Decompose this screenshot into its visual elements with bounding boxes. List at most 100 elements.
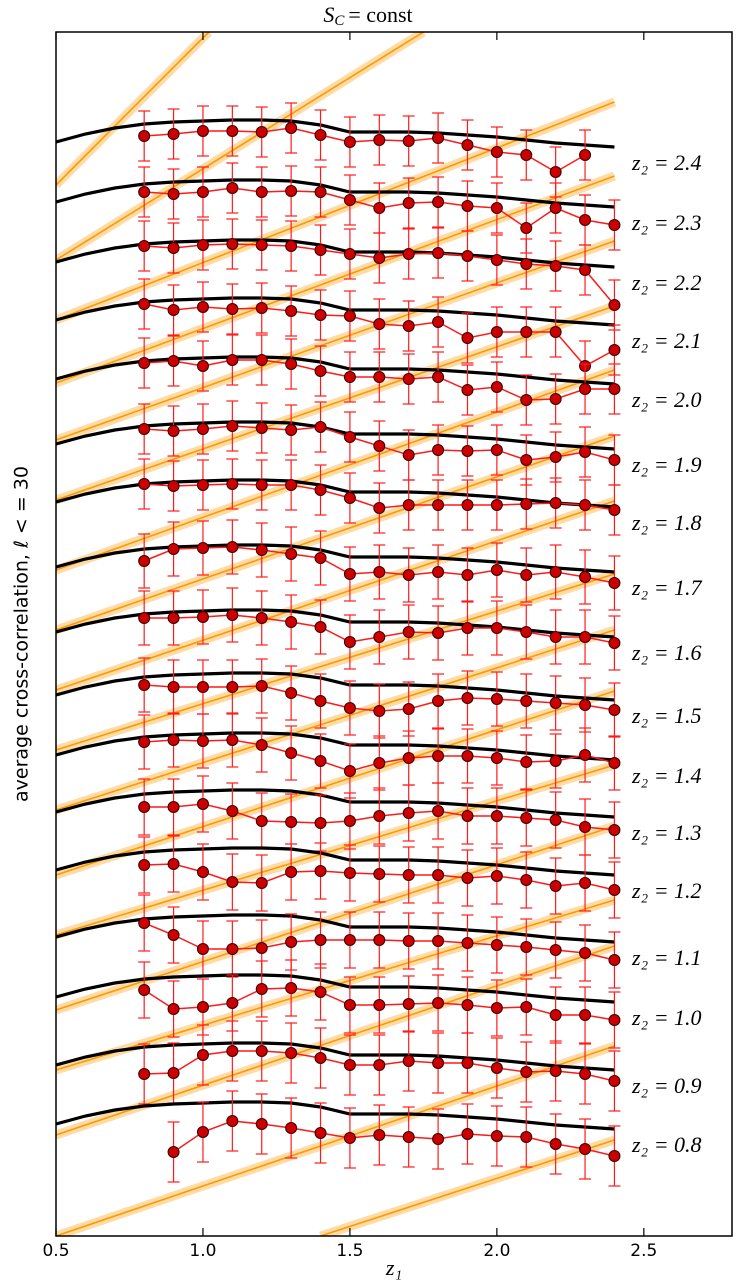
data-point (549, 393, 562, 405)
data-point (432, 750, 445, 762)
data-point (343, 568, 356, 580)
data-point (138, 423, 151, 435)
data-point (608, 704, 621, 716)
data-point (432, 316, 445, 328)
data-point (402, 935, 415, 947)
data-point (314, 244, 327, 256)
data-point (226, 609, 239, 621)
series-label: z₂ = 1.9 (631, 452, 702, 477)
data-point (608, 577, 621, 589)
data-point (226, 681, 239, 693)
data-point (255, 544, 268, 556)
data-point (432, 1133, 445, 1145)
data-point (285, 479, 298, 491)
data-point (549, 697, 562, 709)
series-label: z₂ = 1.7 (631, 575, 703, 600)
data-point (461, 750, 474, 762)
model-curve (56, 1100, 615, 1131)
data-point (373, 631, 386, 643)
data-point (285, 358, 298, 370)
data-point (226, 420, 239, 432)
data-point (373, 1129, 386, 1141)
data-point (549, 166, 562, 178)
data-point (579, 214, 592, 226)
data-point (461, 200, 474, 212)
data-point (255, 354, 268, 366)
data-point (138, 984, 151, 996)
data-point (343, 492, 356, 504)
data-point (490, 693, 503, 705)
data-point (461, 810, 474, 822)
data-point (226, 125, 239, 137)
data-point (226, 805, 239, 817)
plot-area (56, 32, 621, 1236)
data-point (461, 332, 474, 344)
data-point (343, 867, 356, 879)
data-point (520, 454, 533, 466)
data-point (579, 499, 592, 511)
data-point (579, 571, 592, 583)
band-line (56, 764, 615, 936)
data-point (490, 444, 503, 456)
data-point (255, 302, 268, 314)
data-point (138, 917, 151, 929)
data-point (285, 616, 298, 628)
data-point (255, 1118, 268, 1130)
series-label: z₂ = 0.9 (631, 1073, 702, 1098)
data-point (226, 478, 239, 490)
data-point (373, 202, 386, 214)
data-point (196, 125, 209, 137)
data-point (608, 1075, 621, 1087)
data-point (138, 736, 151, 748)
data-point (402, 807, 415, 819)
data-point (285, 747, 298, 759)
data-point (461, 999, 474, 1011)
model-curve (56, 913, 615, 944)
data-point (255, 479, 268, 491)
data-point (196, 1001, 209, 1013)
data-point (314, 365, 327, 377)
data-point (373, 868, 386, 880)
data-point (490, 1130, 503, 1142)
band-line (56, 305, 615, 501)
data-point (314, 934, 327, 946)
data-point (226, 734, 239, 746)
data-point (520, 1066, 533, 1078)
data-point (373, 566, 386, 578)
data-point (520, 498, 533, 510)
data-point (226, 303, 239, 315)
data-point (167, 425, 180, 437)
data-point (402, 373, 415, 385)
data-point (520, 695, 533, 707)
data-point (285, 185, 298, 197)
data-point (373, 999, 386, 1011)
data-point (549, 631, 562, 643)
data-point (402, 449, 415, 461)
data-point (343, 934, 356, 946)
data-point (138, 679, 151, 691)
data-point (167, 242, 180, 254)
data-point (167, 188, 180, 200)
data-point (549, 814, 562, 826)
data-point (579, 1068, 592, 1080)
series-label: z₂ = 1.2 (631, 878, 702, 903)
series-label: z₂ = 1.4 (631, 763, 702, 788)
data-point (138, 298, 151, 310)
data-point (314, 817, 327, 829)
data-point (520, 149, 533, 161)
data-point (579, 877, 592, 889)
data-point (549, 755, 562, 767)
data-point (167, 858, 180, 870)
data-point (167, 929, 180, 941)
y-axis-label: average cross-correlation, ℓ < = 30 (11, 466, 33, 802)
data-point (196, 479, 209, 491)
series-label: z₂ = 1.5 (631, 703, 702, 728)
title-sub: C (334, 13, 345, 29)
data-point (490, 622, 503, 634)
data-point (402, 1131, 415, 1143)
data-point (432, 627, 445, 639)
data-point (520, 941, 533, 953)
data-point (196, 301, 209, 313)
data-point (490, 810, 503, 822)
data-point (226, 541, 239, 553)
